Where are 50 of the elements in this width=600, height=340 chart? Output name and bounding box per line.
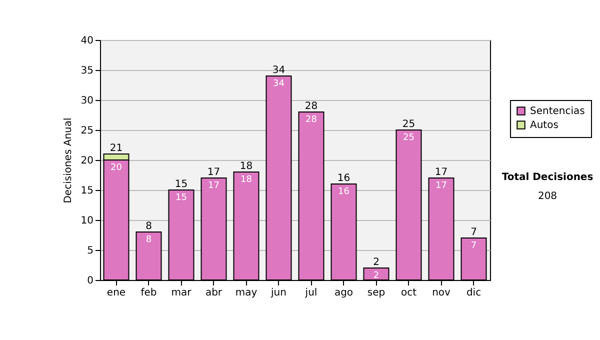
data-label: 2 bbox=[373, 271, 380, 281]
y-tick-label: 10 bbox=[80, 216, 94, 226]
y-tick-label: 15 bbox=[80, 186, 94, 196]
total-label: 28 bbox=[304, 101, 318, 112]
data-label: 17 bbox=[436, 181, 447, 191]
total-label: 8 bbox=[146, 221, 152, 232]
data-label: 34 bbox=[273, 79, 285, 89]
y-tick-label: 40 bbox=[80, 36, 94, 46]
x-tick-label: ago bbox=[334, 288, 354, 298]
total-label: 15 bbox=[174, 179, 188, 190]
data-label: 16 bbox=[338, 187, 350, 197]
data-label: 17 bbox=[208, 181, 220, 191]
total-label: 2 bbox=[373, 257, 380, 268]
x-tick-label: dic bbox=[466, 288, 482, 298]
text: 208 bbox=[536, 191, 558, 202]
total-label: 7 bbox=[470, 227, 477, 238]
x-tick-label: oct bbox=[400, 288, 417, 298]
x-tick-label: mar bbox=[171, 288, 192, 298]
total-label: 34 bbox=[272, 65, 286, 76]
total-label: 17 bbox=[207, 167, 220, 178]
total-label: 25 bbox=[402, 119, 416, 130]
x-tick-label: jul bbox=[304, 288, 318, 298]
x-tick-label: ene bbox=[106, 288, 126, 298]
x-tick-label: sep bbox=[367, 288, 386, 298]
text: Total Decisiones bbox=[500, 172, 594, 183]
y-axis-title: Decisiones Anual bbox=[62, 118, 74, 204]
y-tick-label: 5 bbox=[87, 246, 94, 256]
x-tick-label: jun bbox=[270, 288, 286, 298]
x-tick-label: feb bbox=[140, 288, 157, 298]
legend-label: Autos bbox=[530, 120, 558, 131]
data-label: 7 bbox=[470, 241, 477, 251]
y-tick-label: 25 bbox=[80, 126, 94, 136]
y-tick-label: 20 bbox=[80, 156, 94, 166]
total-label: 21 bbox=[110, 143, 123, 154]
data-label: 25 bbox=[403, 133, 414, 143]
data-label: 28 bbox=[306, 115, 318, 125]
x-tick-label: nov bbox=[432, 288, 451, 298]
x-tick-label: abr bbox=[205, 288, 223, 298]
data-label: 20 bbox=[110, 163, 122, 173]
y-tick-label: 0 bbox=[87, 276, 94, 286]
y-tick-label: 30 bbox=[80, 96, 94, 106]
data-label: 15 bbox=[176, 193, 187, 203]
legend-label: Sentencias bbox=[530, 106, 585, 117]
y-tick-label: 35 bbox=[80, 66, 94, 76]
data-label: 18 bbox=[240, 175, 252, 185]
x-tick-label: may bbox=[235, 288, 258, 298]
total-label: 16 bbox=[337, 173, 350, 184]
total-label: 17 bbox=[434, 167, 448, 178]
data-label: 8 bbox=[146, 235, 152, 245]
total-label: 18 bbox=[240, 161, 253, 172]
